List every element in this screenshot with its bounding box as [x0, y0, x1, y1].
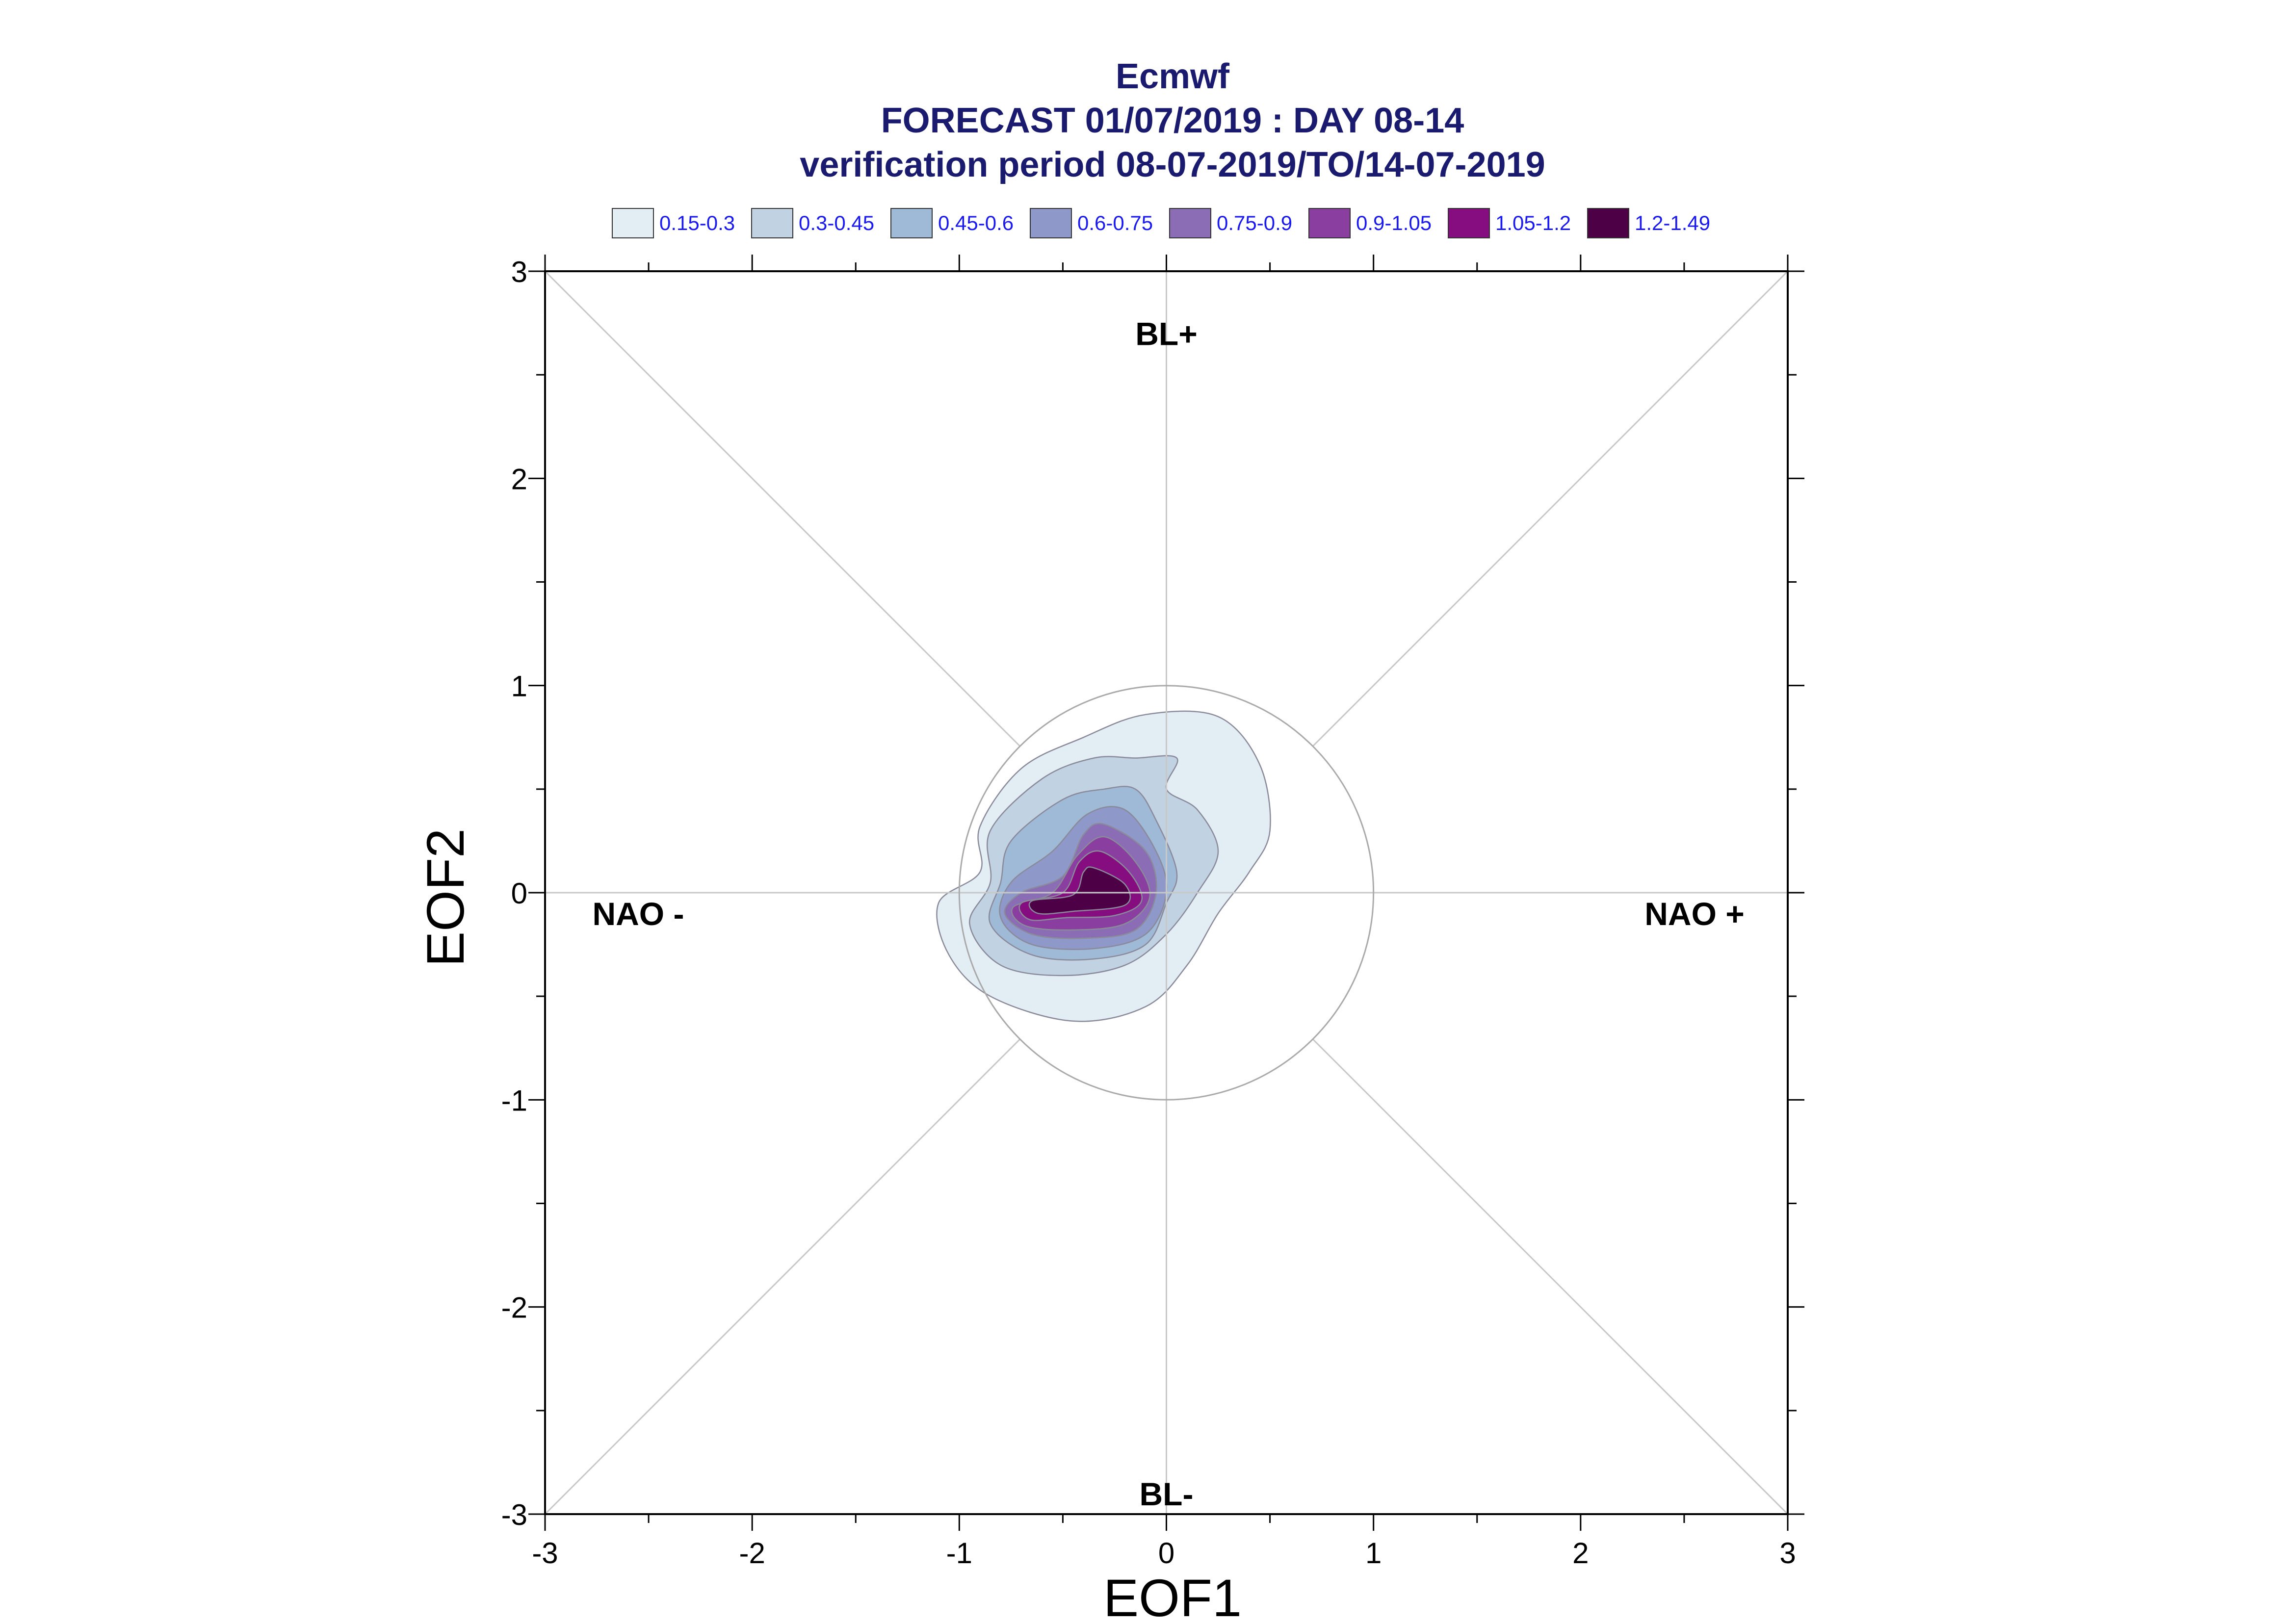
legend-swatch-6 [1308, 208, 1351, 238]
chart-subtitle-verification: verification period 08-07-2019/TO/14-07-… [800, 145, 1545, 184]
legend-label-2: 0.3-0.45 [799, 211, 874, 234]
x-tick-label: 0 [1158, 1537, 1174, 1570]
legend: 0.15-0.3 0.3-0.45 0.45-0.6 0.6-0.75 0.75-0.9… [612, 208, 1710, 238]
diagonal-guide-line-1 [544, 270, 1021, 747]
chart-subtitle-forecast: FORECAST 01/07/2019 : DAY 08-14 [881, 101, 1464, 140]
legend-label-7: 1.05-1.2 [1495, 211, 1571, 234]
legend-label-6: 0.9-1.05 [1356, 211, 1432, 234]
x-tick-label: -1 [946, 1537, 972, 1570]
regime-label-3: NAO - [592, 896, 684, 932]
legend-label-3: 0.45-0.6 [938, 211, 1014, 234]
y-tick-label: -1 [501, 1084, 527, 1117]
x-tick-label: -3 [532, 1537, 558, 1570]
legend-swatch-3 [890, 208, 933, 238]
legend-swatch-4 [1030, 208, 1072, 238]
y-tick-label: -2 [501, 1291, 527, 1324]
regime-label-2: BL- [1140, 1476, 1194, 1512]
x-axis-title: EOF1 [1103, 1568, 1242, 1624]
legend-label-4: 0.6-0.75 [1077, 211, 1153, 234]
legend-label-1: 0.15-0.3 [659, 211, 735, 234]
y-tick-label: 1 [511, 670, 527, 703]
chart-title: Ecmwf [1116, 57, 1230, 96]
legend-swatch-2 [751, 208, 793, 238]
x-tick-label: 2 [1572, 1537, 1589, 1570]
density-contour-8 [1028, 866, 1131, 915]
legend-swatch-5 [1169, 208, 1211, 238]
legend-swatch-1 [612, 208, 654, 238]
x-tick-label: -2 [739, 1537, 765, 1570]
y-tick-label: 2 [511, 463, 527, 495]
regime-label-1: BL+ [1135, 316, 1198, 352]
diagonal-guide-line-2 [1312, 270, 1789, 747]
diagonal-guide-line-3 [544, 1038, 1021, 1515]
x-tick-label: 3 [1779, 1537, 1796, 1570]
x-tick-label: 1 [1365, 1537, 1382, 1570]
diagonal-guide-line-4 [1312, 1038, 1789, 1515]
reference-circle [958, 685, 1375, 1101]
y-axis-title: EOF2 [416, 828, 475, 967]
y-tick-label: 0 [511, 877, 527, 910]
y-tick-label: -3 [501, 1498, 527, 1531]
legend-swatch-7 [1448, 208, 1490, 238]
legend-label-8: 1.2-1.49 [1635, 211, 1710, 234]
regime-label-4: NAO + [1644, 896, 1745, 932]
plot-area: -3 -2 -1 0 1 2 3 3 2 1 0 -1 -2 -3 BL+ BL- NAO - NAO + [501, 255, 1804, 1570]
y-tick-label: 3 [511, 256, 527, 288]
legend-swatch-8 [1587, 208, 1629, 238]
legend-label-5: 0.75-0.9 [1217, 211, 1292, 234]
